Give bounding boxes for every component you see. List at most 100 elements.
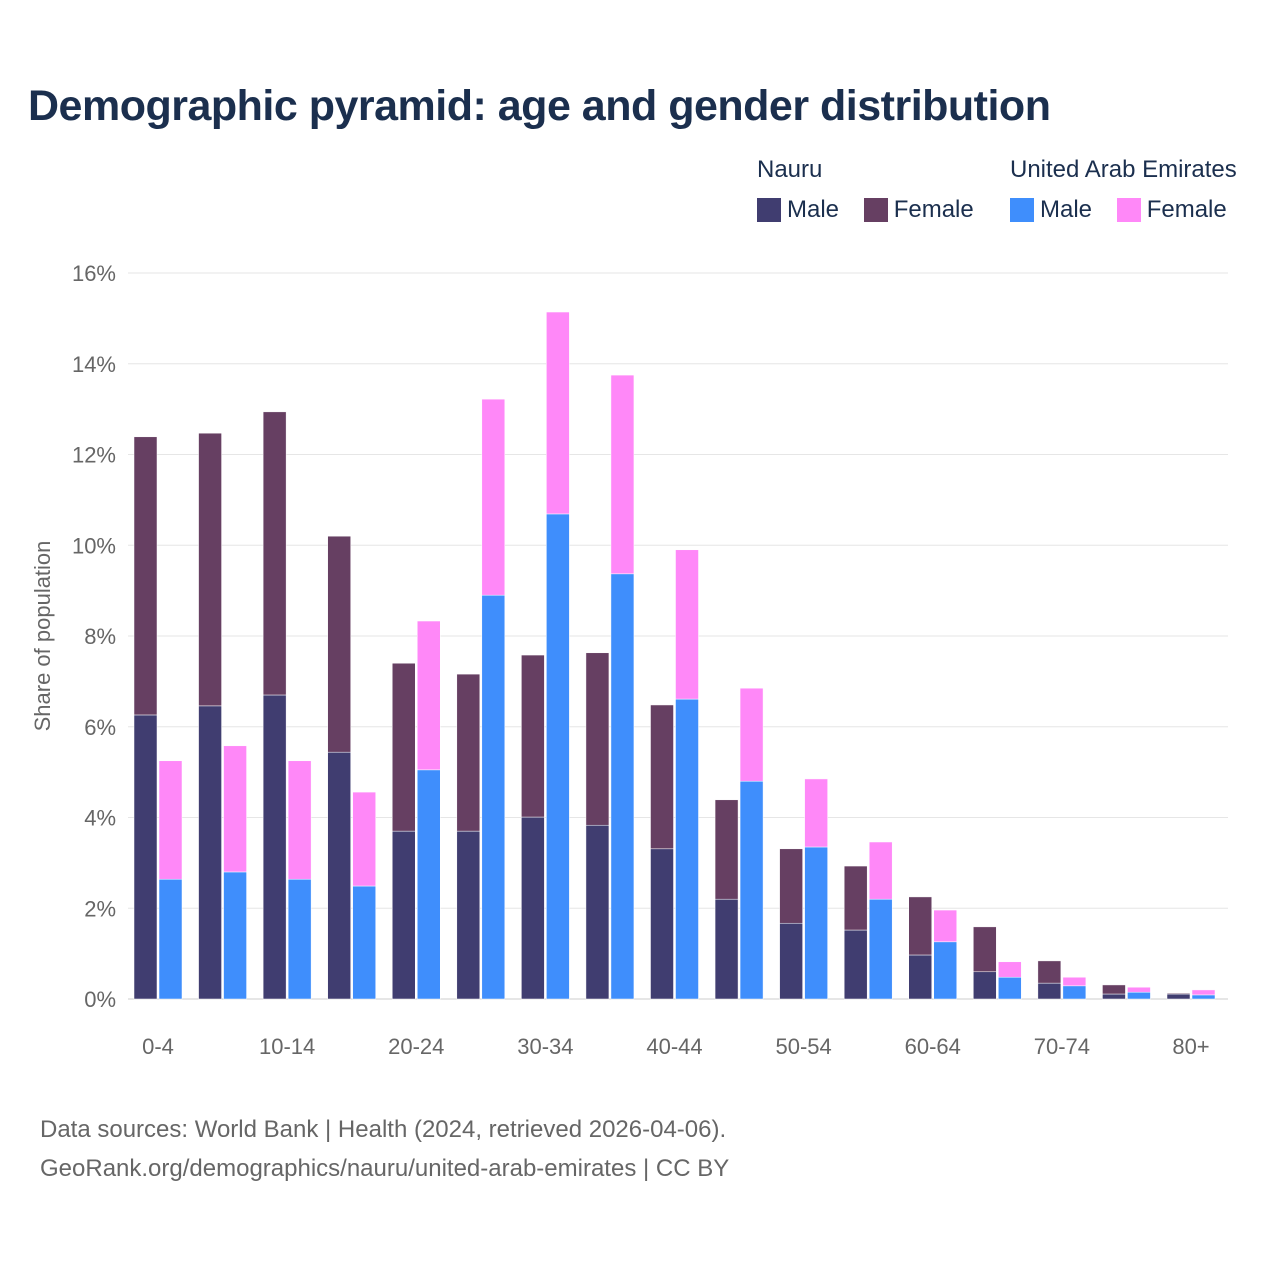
bar-nauru-female-45-49[interactable] xyxy=(714,799,739,900)
bar-nauru-male-5-9[interactable] xyxy=(198,705,222,1000)
legend-item-uae-male[interactable]: Male xyxy=(1010,196,1092,224)
bar-united-arab-emirates-female-80+[interactable] xyxy=(1191,989,1216,996)
bar-united-arab-emirates-female-0-4[interactable] xyxy=(158,760,183,880)
bar-nauru-female-70-74[interactable] xyxy=(1037,960,1062,984)
bar-nauru-male-20-24[interactable] xyxy=(392,830,416,1000)
x-tick-label: 10-14 xyxy=(259,1034,315,1059)
legend-group-title: United Arab Emirates xyxy=(1010,156,1237,183)
x-tick-label: 0-4 xyxy=(142,1034,174,1059)
bar-nauru-female-65-69[interactable] xyxy=(973,926,997,973)
bar-nauru-female-50-54[interactable] xyxy=(779,848,803,924)
legend-swatch xyxy=(757,198,781,222)
bar-nauru-female-35-39[interactable] xyxy=(585,652,610,826)
x-tick-label: 70-74 xyxy=(1034,1034,1090,1059)
bar-nauru-male-70-74[interactable] xyxy=(1037,982,1062,1000)
y-tick-label: 6% xyxy=(84,715,116,740)
bar-nauru-female-5-9[interactable] xyxy=(198,432,222,707)
legend-label: Female xyxy=(893,196,974,223)
legend-label: Female xyxy=(1146,196,1227,223)
bar-nauru-male-45-49[interactable] xyxy=(714,898,739,1000)
y-tick-label: 12% xyxy=(72,443,116,468)
legend-swatch xyxy=(1010,198,1034,222)
bar-united-arab-emirates-female-50-54[interactable] xyxy=(804,778,828,848)
bar-united-arab-emirates-female-5-9[interactable] xyxy=(223,745,247,873)
x-tick-label: 30-34 xyxy=(517,1034,573,1059)
bar-nauru-female-40-44[interactable] xyxy=(650,704,674,850)
bar-nauru-male-0-4[interactable] xyxy=(133,714,158,1000)
y-tick-label: 2% xyxy=(84,896,116,921)
bar-nauru-male-25-29[interactable] xyxy=(456,830,481,1000)
y-tick-label: 8% xyxy=(84,624,116,649)
x-tick-label: 80+ xyxy=(1172,1034,1209,1059)
bar-nauru-female-30-34[interactable] xyxy=(521,654,545,818)
bar-united-arab-emirates-female-30-34[interactable] xyxy=(546,311,570,515)
bar-nauru-female-10-14[interactable] xyxy=(262,411,287,696)
x-tick-label: 40-44 xyxy=(646,1034,702,1059)
bar-united-arab-emirates-female-25-29[interactable] xyxy=(481,398,506,596)
bar-united-arab-emirates-male-60-64[interactable] xyxy=(933,941,957,1000)
bar-united-arab-emirates-female-15-19[interactable] xyxy=(352,791,376,887)
bar-nauru-male-65-69[interactable] xyxy=(973,971,997,1000)
bar-nauru-male-15-19[interactable] xyxy=(327,751,351,1000)
bar-nauru-male-60-64[interactable] xyxy=(908,954,932,1000)
bar-united-arab-emirates-female-60-64[interactable] xyxy=(933,909,957,943)
bar-nauru-male-50-54[interactable] xyxy=(779,922,803,1000)
bar-united-arab-emirates-male-40-44[interactable] xyxy=(675,698,699,1000)
bar-united-arab-emirates-male-55-59[interactable] xyxy=(868,898,893,1000)
bar-nauru-female-15-19[interactable] xyxy=(327,535,351,753)
y-tick-label: 14% xyxy=(72,352,116,377)
bar-united-arab-emirates-male-10-14[interactable] xyxy=(287,878,312,1000)
bar-nauru-female-0-4[interactable] xyxy=(133,436,158,716)
legend-item-nauru-female[interactable]: Female xyxy=(863,196,974,224)
legend-group-title: Nauru xyxy=(757,156,823,183)
legend-uae: United Arab Emirates Male Female xyxy=(1010,156,1245,229)
bar-united-arab-emirates-female-70-74[interactable] xyxy=(1062,976,1087,987)
legend-label: Male xyxy=(787,196,840,223)
legend-item-nauru-male[interactable]: Male xyxy=(757,196,839,224)
legend-swatch xyxy=(863,198,888,222)
bar-united-arab-emirates-female-55-59[interactable] xyxy=(868,841,893,900)
bar-nauru-female-80+[interactable] xyxy=(1166,992,1191,995)
bar-united-arab-emirates-female-10-14[interactable] xyxy=(287,760,312,880)
bar-united-arab-emirates-male-15-19[interactable] xyxy=(352,885,376,1000)
bar-united-arab-emirates-male-45-49[interactable] xyxy=(739,780,764,1000)
bar-united-arab-emirates-female-45-49[interactable] xyxy=(739,687,764,782)
chart-title: Demographic pyramid: age and gender dist… xyxy=(28,82,1051,130)
legend-item-uae-female[interactable]: Female xyxy=(1116,196,1227,224)
bar-nauru-male-35-39[interactable] xyxy=(585,824,610,1000)
bar-nauru-male-10-14[interactable] xyxy=(262,694,287,1000)
bar-nauru-male-55-59[interactable] xyxy=(843,929,868,1000)
bar-united-arab-emirates-female-35-39[interactable] xyxy=(610,374,635,575)
bar-nauru-female-60-64[interactable] xyxy=(908,896,932,956)
y-axis-label: Share of population xyxy=(30,541,55,732)
x-tick-label: 20-24 xyxy=(388,1034,444,1059)
bar-united-arab-emirates-male-70-74[interactable] xyxy=(1062,985,1087,1000)
bar-nauru-female-25-29[interactable] xyxy=(456,673,481,832)
bar-united-arab-emirates-female-20-24[interactable] xyxy=(417,620,441,771)
bar-nauru-female-55-59[interactable] xyxy=(843,865,868,931)
y-tick-label: 0% xyxy=(84,987,116,1012)
bar-united-arab-emirates-male-35-39[interactable] xyxy=(610,573,635,1000)
legend-label: Male xyxy=(1040,196,1093,223)
bar-united-arab-emirates-female-75-79[interactable] xyxy=(1127,986,1151,993)
bar-united-arab-emirates-male-30-34[interactable] xyxy=(546,513,570,1000)
bar-united-arab-emirates-male-80+[interactable] xyxy=(1191,994,1216,1000)
bar-nauru-female-75-79[interactable] xyxy=(1102,984,1126,995)
bar-nauru-male-40-44[interactable] xyxy=(650,848,674,1000)
bar-united-arab-emirates-male-65-69[interactable] xyxy=(998,976,1022,1000)
bar-united-arab-emirates-male-20-24[interactable] xyxy=(417,769,441,1000)
bar-united-arab-emirates-male-0-4[interactable] xyxy=(158,878,183,1000)
bar-nauru-female-20-24[interactable] xyxy=(392,662,416,832)
bar-nauru-male-80+[interactable] xyxy=(1166,993,1191,1000)
bar-nauru-male-30-34[interactable] xyxy=(521,816,545,1000)
bar-united-arab-emirates-male-5-9[interactable] xyxy=(223,871,247,1000)
x-tick-label: 50-54 xyxy=(775,1034,831,1059)
bar-united-arab-emirates-male-25-29[interactable] xyxy=(481,594,506,1000)
bar-united-arab-emirates-male-50-54[interactable] xyxy=(804,846,828,1000)
source-line-2[interactable]: GeoRank.org/demographics/nauru/united-ar… xyxy=(40,1155,730,1182)
bar-united-arab-emirates-female-65-69[interactable] xyxy=(998,961,1022,978)
bar-nauru-male-75-79[interactable] xyxy=(1102,993,1126,1000)
bar-united-arab-emirates-male-75-79[interactable] xyxy=(1127,991,1151,1000)
bar-united-arab-emirates-female-40-44[interactable] xyxy=(675,549,699,700)
